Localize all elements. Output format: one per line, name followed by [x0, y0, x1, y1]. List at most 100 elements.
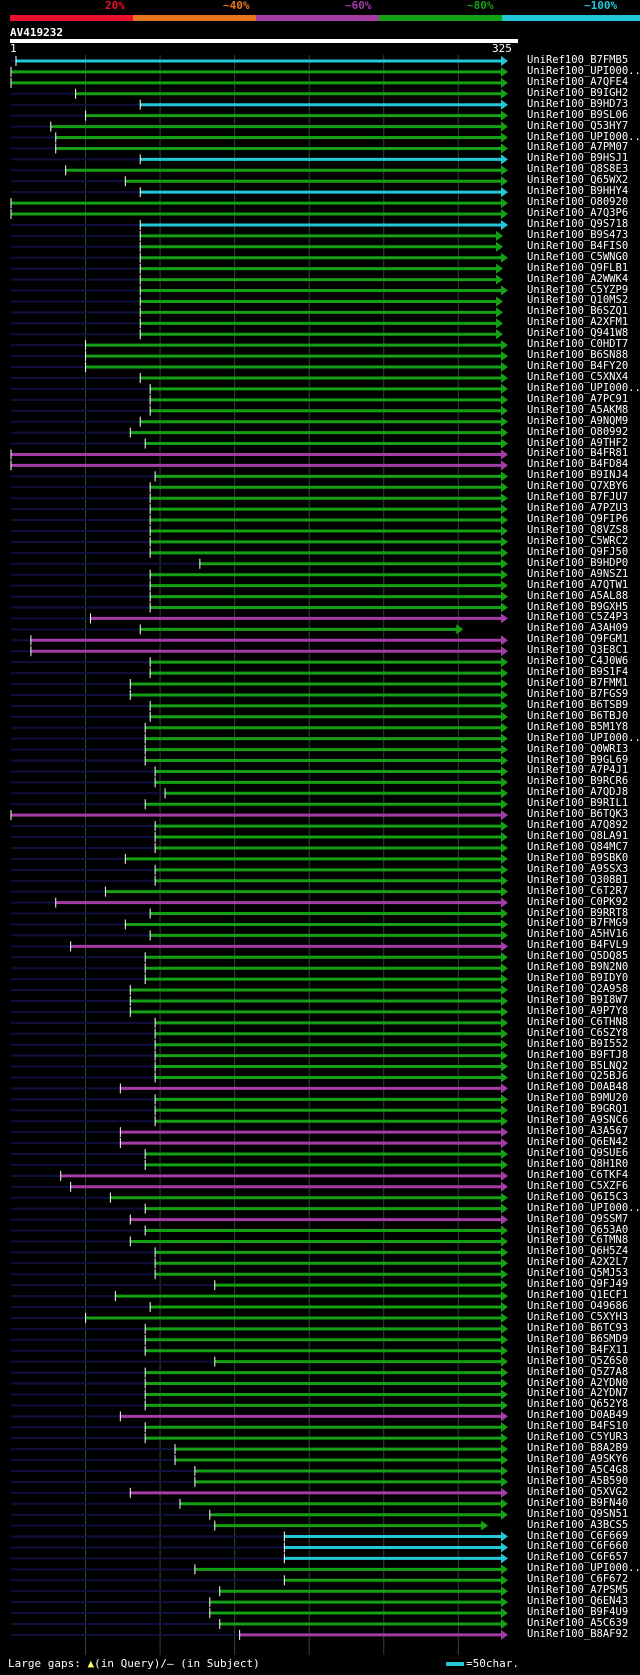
hit-name[interactable]: UniRef100_Q53HY7 — [527, 119, 629, 132]
hit-name[interactable]: UniRef100_B8A2B9 — [527, 1442, 629, 1455]
hit-name[interactable]: UniRef100_B9MU20 — [527, 1092, 629, 1105]
hit-name[interactable]: UniRef100_C5XZF6 — [527, 1179, 629, 1192]
hit-name[interactable]: UniRef100_B9INJ4 — [527, 469, 629, 482]
hit-name[interactable]: UniRef100_UPI000... — [527, 1201, 640, 1214]
hit-name[interactable]: UniRef100_C6F657 — [527, 1551, 629, 1564]
hit-name[interactable]: UniRef100_B7FMB5 — [527, 54, 629, 66]
hit-name[interactable]: UniRef100_B6TBJ0 — [527, 709, 629, 722]
hit-name[interactable]: UniRef100_A5AKM8 — [527, 403, 629, 416]
hit-name[interactable]: UniRef100_A7PM07 — [527, 141, 629, 154]
hit-name[interactable]: UniRef100_B8AF92 — [527, 1627, 629, 1640]
hit-name[interactable]: UniRef100_C0PK92 — [527, 895, 629, 908]
hit-name[interactable]: UniRef100_Q1ECF1 — [527, 1289, 629, 1302]
hit-name[interactable]: UniRef100_A5AL88 — [527, 589, 629, 602]
hit-name[interactable]: UniRef100_B9S473 — [527, 228, 629, 241]
hit-name[interactable]: UniRef100_C5WRC2 — [527, 534, 629, 547]
hit-name[interactable]: UniRef100_A9SNC6 — [527, 1114, 629, 1127]
hit-name[interactable]: UniRef100_B4FX11 — [527, 1343, 629, 1356]
hit-name[interactable]: UniRef100_Q0WRI3 — [527, 742, 629, 755]
hit-name[interactable]: UniRef100_A2YDN0 — [527, 1376, 629, 1389]
hit-name[interactable]: UniRef100_Q6I5C3 — [527, 1190, 629, 1203]
hit-name[interactable]: UniRef100_B9IGH2 — [527, 86, 629, 99]
hit-name[interactable]: UniRef100_B5LNQ2 — [527, 1059, 629, 1072]
hit-name[interactable]: UniRef100_UPI000... — [527, 1562, 640, 1575]
hit-name[interactable]: UniRef100_A3A567 — [527, 1125, 629, 1138]
hit-name[interactable]: UniRef100_Q2A958 — [527, 983, 629, 996]
hit-name[interactable]: UniRef100_B7FMG9 — [527, 917, 629, 930]
hit-name[interactable]: UniRef100_A2WWK4 — [527, 272, 629, 285]
hit-name[interactable]: UniRef100_O80920 — [527, 196, 629, 209]
hit-name[interactable]: UniRef100_O49686 — [527, 1300, 629, 1313]
hit-name[interactable]: UniRef100_Q6EN43 — [527, 1595, 629, 1608]
hit-name[interactable]: UniRef100_B9I552 — [527, 1037, 629, 1050]
hit-name[interactable]: UniRef100_B9FTJ8 — [527, 1048, 629, 1061]
hit-name[interactable]: UniRef100_C6SZY8 — [527, 1026, 629, 1039]
hit-name[interactable]: UniRef100_C0HDT7 — [527, 338, 629, 351]
hit-name[interactable]: UniRef100_Q9FGM1 — [527, 633, 629, 646]
hit-name[interactable]: UniRef100_Q7XBY6 — [527, 480, 629, 493]
hit-name[interactable]: UniRef100_Q9FIP6 — [527, 513, 629, 526]
hit-name[interactable]: UniRef100_C5XYH3 — [527, 1310, 629, 1323]
hit-name[interactable]: UniRef100_A9SSX3 — [527, 862, 629, 875]
hit-name[interactable]: UniRef100_A9SKY6 — [527, 1453, 629, 1466]
hit-name[interactable]: UniRef100_B4FIS0 — [527, 239, 629, 252]
hit-name[interactable]: UniRef100_Q8H1R0 — [527, 1157, 629, 1170]
hit-name[interactable]: UniRef100_A7QDJ8 — [527, 786, 629, 799]
hit-name[interactable]: UniRef100_B9N2N0 — [527, 961, 629, 974]
hit-name[interactable]: UniRef100_C6T2R7 — [527, 884, 629, 897]
hit-name[interactable]: UniRef100_B4FVL9 — [527, 939, 629, 952]
hit-name[interactable]: UniRef100_Q8VZS8 — [527, 523, 629, 536]
hit-name[interactable]: UniRef100_Q652Y8 — [527, 1398, 629, 1411]
hit-name[interactable]: UniRef100_B9HD73 — [527, 97, 629, 110]
hit-name[interactable]: UniRef100_A3AH09 — [527, 622, 629, 635]
hit-name[interactable]: UniRef100_Q8LA91 — [527, 830, 629, 843]
hit-name[interactable]: UniRef100_B6TSB9 — [527, 698, 629, 711]
hit-name[interactable]: UniRef100_C5YUR3 — [527, 1431, 629, 1444]
hit-name[interactable]: UniRef100_B9HSJ1 — [527, 152, 629, 165]
hit-name[interactable]: UniRef100_A5HV16 — [527, 928, 629, 941]
hit-name[interactable]: UniRef100_Q8S8E3 — [527, 163, 629, 176]
hit-name[interactable]: UniRef100_A2X2L7 — [527, 1256, 629, 1269]
hit-name[interactable]: UniRef100_A9P7Y8 — [527, 1004, 629, 1017]
hit-name[interactable]: UniRef100_B4FR81 — [527, 447, 629, 460]
hit-name[interactable]: UniRef100_B9SL06 — [527, 108, 629, 121]
hit-name[interactable]: UniRef100_B9S1F4 — [527, 666, 629, 679]
hit-name[interactable]: UniRef100_B5M1Y8 — [527, 720, 629, 733]
hit-name[interactable]: UniRef100_C4J0W6 — [527, 655, 629, 668]
hit-name[interactable]: UniRef100_A5C4G8 — [527, 1463, 629, 1476]
hit-name[interactable]: UniRef100_C6THN8 — [527, 1015, 629, 1028]
hit-name[interactable]: UniRef100_B6SMD9 — [527, 1332, 629, 1345]
hit-name[interactable]: UniRef100_A7QFE4 — [527, 75, 629, 88]
hit-name[interactable]: UniRef100_A3BCS5 — [527, 1518, 629, 1531]
hit-name[interactable]: UniRef100_UPI000... — [527, 381, 640, 394]
hit-name[interactable]: UniRef100_B9FN40 — [527, 1496, 629, 1509]
hit-name[interactable]: UniRef100_A2XFM1 — [527, 316, 629, 329]
hit-name[interactable]: UniRef100_A7PSM5 — [527, 1584, 629, 1597]
hit-name[interactable]: UniRef100_Q6EN42 — [527, 1136, 629, 1149]
hit-name[interactable]: UniRef100_B4FS10 — [527, 1420, 629, 1433]
hit-name[interactable]: UniRef100_A9NQM9 — [527, 414, 629, 427]
hit-name[interactable]: UniRef100_Q9SSM7 — [527, 1212, 629, 1225]
hit-name[interactable]: UniRef100_C6F672 — [527, 1573, 629, 1586]
hit-name[interactable]: UniRef100_Q25BJ6 — [527, 1070, 629, 1083]
hit-name[interactable]: UniRef100_Q5XVG2 — [527, 1485, 629, 1498]
hit-name[interactable]: UniRef100_Q941W8 — [527, 327, 629, 340]
hit-name[interactable]: UniRef100_Q65WX2 — [527, 174, 629, 187]
hit-name[interactable]: UniRef100_A7P4J1 — [527, 764, 629, 777]
hit-name[interactable]: UniRef100_B9I8W7 — [527, 993, 629, 1006]
hit-name[interactable]: UniRef100_C6TMN8 — [527, 1234, 629, 1247]
hit-name[interactable]: UniRef100_B9F4U9 — [527, 1606, 629, 1619]
hit-name[interactable]: UniRef100_D0AB49 — [527, 1409, 629, 1422]
hit-name[interactable]: UniRef100_UPI000... — [527, 64, 640, 77]
hit-name[interactable]: UniRef100_Q653A0 — [527, 1223, 629, 1236]
hit-name[interactable]: UniRef100_B9RIL1 — [527, 797, 629, 810]
hit-name[interactable]: UniRef100_A7Q892 — [527, 819, 629, 832]
hit-name[interactable]: UniRef100_Q9FJ50 — [527, 545, 629, 558]
hit-name[interactable]: UniRef100_C5YZP9 — [527, 283, 629, 296]
hit-name[interactable]: UniRef100_A9THF2 — [527, 436, 629, 449]
hit-name[interactable]: UniRef100_B7FJU7 — [527, 491, 629, 504]
hit-name[interactable]: UniRef100_Q308B1 — [527, 873, 629, 886]
hit-name[interactable]: UniRef100_Q84MC7 — [527, 840, 629, 853]
hit-name[interactable]: UniRef100_Q5Z7A8 — [527, 1365, 629, 1378]
hit-name[interactable]: UniRef100_A7Q3P6 — [527, 207, 629, 220]
